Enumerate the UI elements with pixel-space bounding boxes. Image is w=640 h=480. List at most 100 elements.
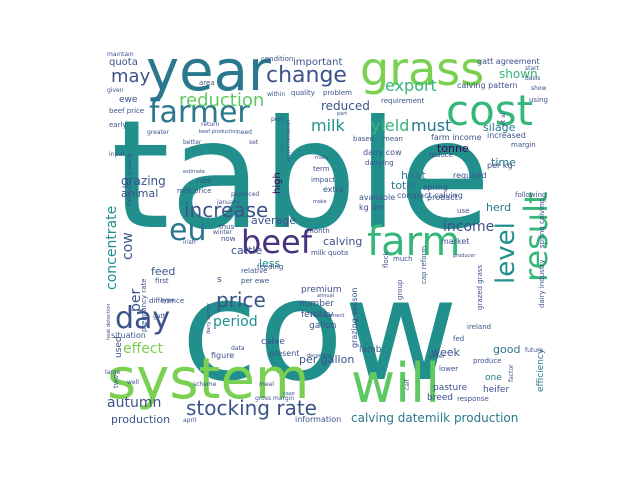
word-grazed-grass: grazed grass xyxy=(476,264,484,310)
word-calving-datemilk-production: calving datemilk production xyxy=(351,411,519,425)
word-set: set xyxy=(249,139,259,146)
word-beef-price: beef price xyxy=(109,107,145,115)
word-calving-pattern: calving pattern xyxy=(457,81,518,90)
word-requirement: requirement xyxy=(381,97,425,105)
word-year: year xyxy=(146,52,271,104)
word-first: first xyxy=(155,277,169,285)
word-heat-detection: heat detection xyxy=(106,303,112,340)
word-gross-margin: gross margin xyxy=(255,395,295,402)
word-impact: impact xyxy=(311,176,336,184)
word-reduced: reduced xyxy=(321,99,370,113)
word-heifer: heifer xyxy=(483,385,510,395)
word-input: input xyxy=(109,151,125,158)
word-market: market xyxy=(441,237,470,246)
word-part: part xyxy=(337,111,348,117)
word-winter: winter xyxy=(213,229,232,236)
word-mean: mean xyxy=(383,135,403,143)
word-export: export xyxy=(385,76,437,95)
word-result: result xyxy=(517,191,555,282)
word-grazing-season: grazing season xyxy=(350,287,359,348)
word-use: use xyxy=(457,207,470,215)
word-calf: calf xyxy=(404,379,411,390)
word-number: number xyxy=(299,299,335,309)
word-period: period xyxy=(213,314,258,330)
word-s: s xyxy=(217,275,222,285)
word-return: return xyxy=(201,121,220,128)
word-produce: produce xyxy=(473,357,502,365)
word-flock: flock xyxy=(382,251,390,268)
word-make: make xyxy=(313,199,327,205)
word-estimate: estimate xyxy=(183,169,206,175)
word-poor: poor xyxy=(271,116,285,123)
word-farm: farm xyxy=(367,219,461,265)
word-change: change xyxy=(266,63,347,88)
word-gatt: gatt xyxy=(153,313,166,320)
word-figure: figure xyxy=(211,351,235,360)
word-greater: greater xyxy=(147,129,170,136)
word-rate: rate xyxy=(197,177,212,185)
word-table: table xyxy=(111,89,491,263)
word-many: many xyxy=(315,155,330,161)
word-case: case xyxy=(283,391,295,397)
word-income: income xyxy=(443,219,495,235)
word-time: time xyxy=(491,156,516,169)
word-price: price xyxy=(216,288,266,312)
word-group: group xyxy=(396,279,404,300)
word-week: week xyxy=(431,346,460,359)
word-calving: calving xyxy=(323,235,363,248)
word-premium: premium xyxy=(301,285,342,295)
word-type: type xyxy=(161,297,175,304)
word-order: order xyxy=(429,353,445,360)
word-yield: yield xyxy=(371,116,410,135)
word-spring-calving: spring calving xyxy=(538,198,546,248)
word-early: early xyxy=(109,121,127,129)
word-dairy-industry: dairy industry xyxy=(538,259,546,308)
word-grass: grass xyxy=(360,52,485,96)
word-response: response xyxy=(457,395,489,403)
word-quota: quota xyxy=(109,57,138,68)
word-pregnancy-rate: pregnancy rate xyxy=(140,278,148,332)
word-gatt-agreement: gatt agreement xyxy=(477,57,540,66)
word-will: will xyxy=(351,352,441,415)
word-beef: beef xyxy=(241,223,312,261)
word-present: present xyxy=(269,349,300,358)
word-feed: feed xyxy=(151,265,176,278)
word-april: april xyxy=(183,417,197,424)
word-silage: silage xyxy=(483,121,516,134)
word-system: system xyxy=(107,347,310,412)
word-calve: calve xyxy=(261,337,285,347)
word-within: within xyxy=(267,91,286,98)
word-well: well xyxy=(127,379,139,386)
word-lamb: lamb xyxy=(359,345,382,355)
word-using: using xyxy=(529,96,548,104)
word-product: product xyxy=(427,193,458,202)
word-cow-small: cow xyxy=(120,232,136,260)
word-increase: increase xyxy=(184,198,269,222)
word-lower: lower xyxy=(439,365,459,373)
word-cost: cost xyxy=(446,86,534,135)
word-meal: meal xyxy=(259,381,274,388)
word-herd: herd xyxy=(486,201,512,214)
word-day: day xyxy=(115,301,171,336)
word-average: average xyxy=(251,214,297,227)
word-better: better xyxy=(183,139,202,146)
word-two: two xyxy=(112,375,120,388)
word-animal: animal xyxy=(121,187,159,200)
word-cattle: cattle xyxy=(231,244,263,257)
word-feeding: feeding xyxy=(257,263,284,271)
word-effect: effect xyxy=(123,341,164,357)
word-show: show xyxy=(531,85,547,92)
word-future: future xyxy=(525,347,544,354)
word-term: term xyxy=(313,165,330,173)
word-relative: relative xyxy=(241,267,268,275)
word-difference: difference xyxy=(149,297,185,305)
word-basis: basis xyxy=(525,75,541,82)
word-cloud-canvas: table cow year system will grass cost fa… xyxy=(101,52,560,429)
word-situation: situation xyxy=(111,331,146,340)
word-cap-reform: cap reform xyxy=(420,245,428,284)
word-concentrate: concentrate xyxy=(104,205,120,290)
word-milk-price: milk price xyxy=(177,187,212,195)
word-gallon: gallon xyxy=(309,321,337,331)
word-quality: quality xyxy=(291,89,315,97)
word-cow: cow xyxy=(181,250,459,413)
